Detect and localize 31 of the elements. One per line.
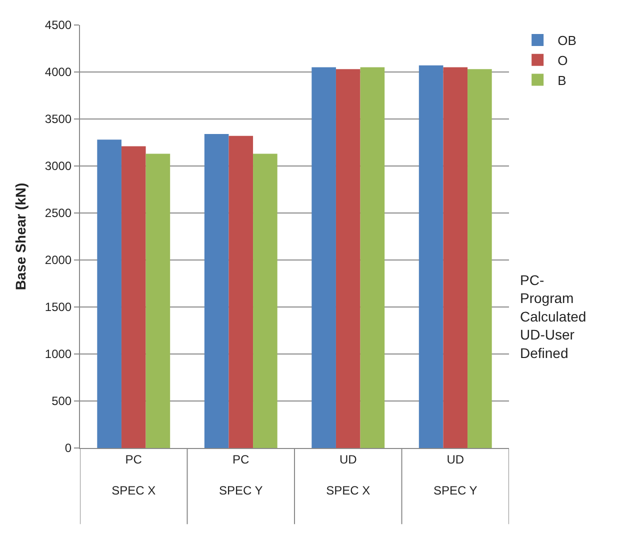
y-tick-label: 3500 <box>44 112 72 126</box>
bar <box>204 134 229 448</box>
bar <box>97 140 122 448</box>
y-tick-label: 1500 <box>44 300 72 314</box>
y-tick-label: 4500 <box>44 18 72 32</box>
bar <box>443 67 468 448</box>
y-tick-label: 0 <box>64 441 72 456</box>
bar <box>312 67 336 448</box>
bar <box>228 136 254 448</box>
bar <box>336 69 360 448</box>
category-label: UD SPEC X <box>326 452 370 498</box>
y-tick-label: 4000 <box>44 65 72 80</box>
bar <box>360 67 385 448</box>
text: PC- Program Calculated UD-User Defined <box>520 272 586 361</box>
bar <box>468 69 492 448</box>
category-label: PC SPEC Y <box>218 452 263 498</box>
category-label: UD SPEC Y <box>433 452 478 498</box>
y-tick-label: 1000 <box>44 347 72 362</box>
y-tick-label: 2000 <box>44 253 72 268</box>
y-tick-label: 2500 <box>44 206 72 220</box>
y-tick-label: 500 <box>52 394 72 408</box>
category-label: PC SPEC X <box>112 452 156 498</box>
legend-label: OB <box>558 33 576 48</box>
legend-label: O <box>558 52 568 68</box>
bar <box>146 154 170 448</box>
y-tick-label: 3000 <box>44 159 72 174</box>
bar <box>121 146 146 448</box>
legend-label: B <box>558 72 566 88</box>
y-axis-title: Base Shear (kN) <box>12 182 28 290</box>
bar <box>418 65 444 448</box>
bar <box>253 154 278 448</box>
